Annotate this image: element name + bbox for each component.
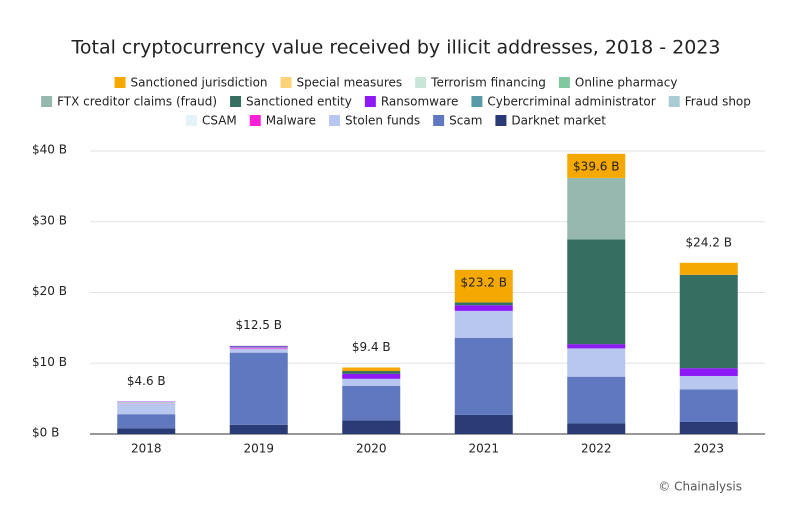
bar-segment (342, 367, 401, 372)
bar-segment (567, 344, 626, 349)
bar-segment (454, 305, 513, 311)
bar-segment (679, 389, 738, 422)
legend-swatch (249, 115, 261, 126)
legend-swatch (114, 77, 126, 88)
legend-label: CSAM (202, 114, 237, 128)
legend-label: Cybercriminal administrator (487, 95, 655, 109)
bar-segment (342, 385, 401, 421)
y-tick-label: $40 B (32, 143, 67, 157)
total-label: $24.2 B (686, 235, 732, 249)
source: © Chainalysis (658, 480, 742, 494)
bar-segment (117, 428, 176, 434)
y-tick-label: $0 B (32, 426, 59, 440)
bar-segment (679, 368, 738, 376)
bar-segment (454, 337, 513, 415)
legend-swatch (433, 115, 445, 126)
x-tick-label: 2018 (131, 442, 162, 456)
x-tick-label: 2021 (468, 442, 499, 456)
bar-segment (229, 352, 288, 425)
y-tick-label: $10 B (32, 355, 67, 369)
chart-title: Total cryptocurrency value received by i… (71, 37, 721, 59)
total-label: $4.6 B (127, 374, 166, 388)
bar-segment (454, 414, 513, 434)
legend-swatch (668, 96, 680, 107)
total-label: $9.4 B (352, 340, 391, 354)
legend-label: Terrorism financing (430, 76, 546, 90)
legend-swatch (329, 115, 341, 126)
legend-swatch (471, 96, 483, 107)
bar-segment (342, 373, 401, 379)
legend-label: Stolen funds (345, 114, 420, 128)
total-label: $23.2 B (461, 275, 507, 289)
legend-swatch (364, 96, 376, 107)
legend-swatch (495, 115, 507, 126)
legend-swatch (186, 115, 197, 126)
bar-segment (679, 421, 738, 434)
x-tick-label: 2019 (243, 442, 274, 456)
bar-segment (454, 269, 513, 303)
bar-segment (229, 346, 288, 348)
legend-swatch (280, 77, 292, 88)
legend-label: FTX creditor claims (fraud) (57, 95, 217, 109)
total-label: $12.5 B (236, 318, 282, 332)
legend-label: Sanctioned entity (246, 95, 352, 109)
x-tick-label: 2022 (581, 442, 612, 456)
bar-segment (679, 274, 738, 369)
bar-segment (454, 302, 513, 306)
legend-label: Fraud shop (685, 95, 751, 109)
legend-swatch (558, 77, 570, 88)
bar-segment (567, 153, 626, 178)
legend-swatch (230, 96, 242, 107)
bar-segment (679, 262, 738, 275)
bar-segment (567, 376, 626, 424)
bar-segment (567, 239, 626, 345)
bar-segment (342, 420, 401, 434)
legend-label: Darknet market (511, 114, 606, 128)
legend-label: Online pharmacy (575, 76, 678, 90)
legend-label: Malware (266, 114, 316, 128)
bar-segment (117, 402, 176, 403)
x-tick-label: 2023 (693, 442, 724, 456)
bar-segment (567, 177, 626, 240)
legend-label: Scam (449, 114, 482, 128)
bar-segment (229, 347, 288, 349)
bar-segment (229, 349, 288, 353)
legend-label: Sanctioned jurisdiction (131, 76, 268, 90)
bar-segment (117, 403, 176, 415)
bar-segment (117, 414, 176, 429)
bar-segment (342, 371, 401, 374)
legend-swatch (41, 96, 53, 107)
legend-swatch (415, 77, 427, 88)
y-tick-label: $30 B (32, 213, 67, 227)
y-tick-label: $20 B (32, 284, 67, 298)
legend-label: Ransomware (381, 95, 459, 109)
bar-segment (679, 375, 738, 390)
bar-segment (229, 348, 288, 350)
legend-label: Special measures (297, 76, 403, 90)
bar-segment (342, 378, 401, 386)
bar-segment (454, 310, 513, 338)
bar-segment (567, 348, 626, 377)
bar-segment (229, 424, 288, 434)
x-tick-label: 2020 (356, 442, 387, 456)
bar-segment (567, 423, 626, 434)
total-label: $39.6 B (573, 159, 619, 173)
